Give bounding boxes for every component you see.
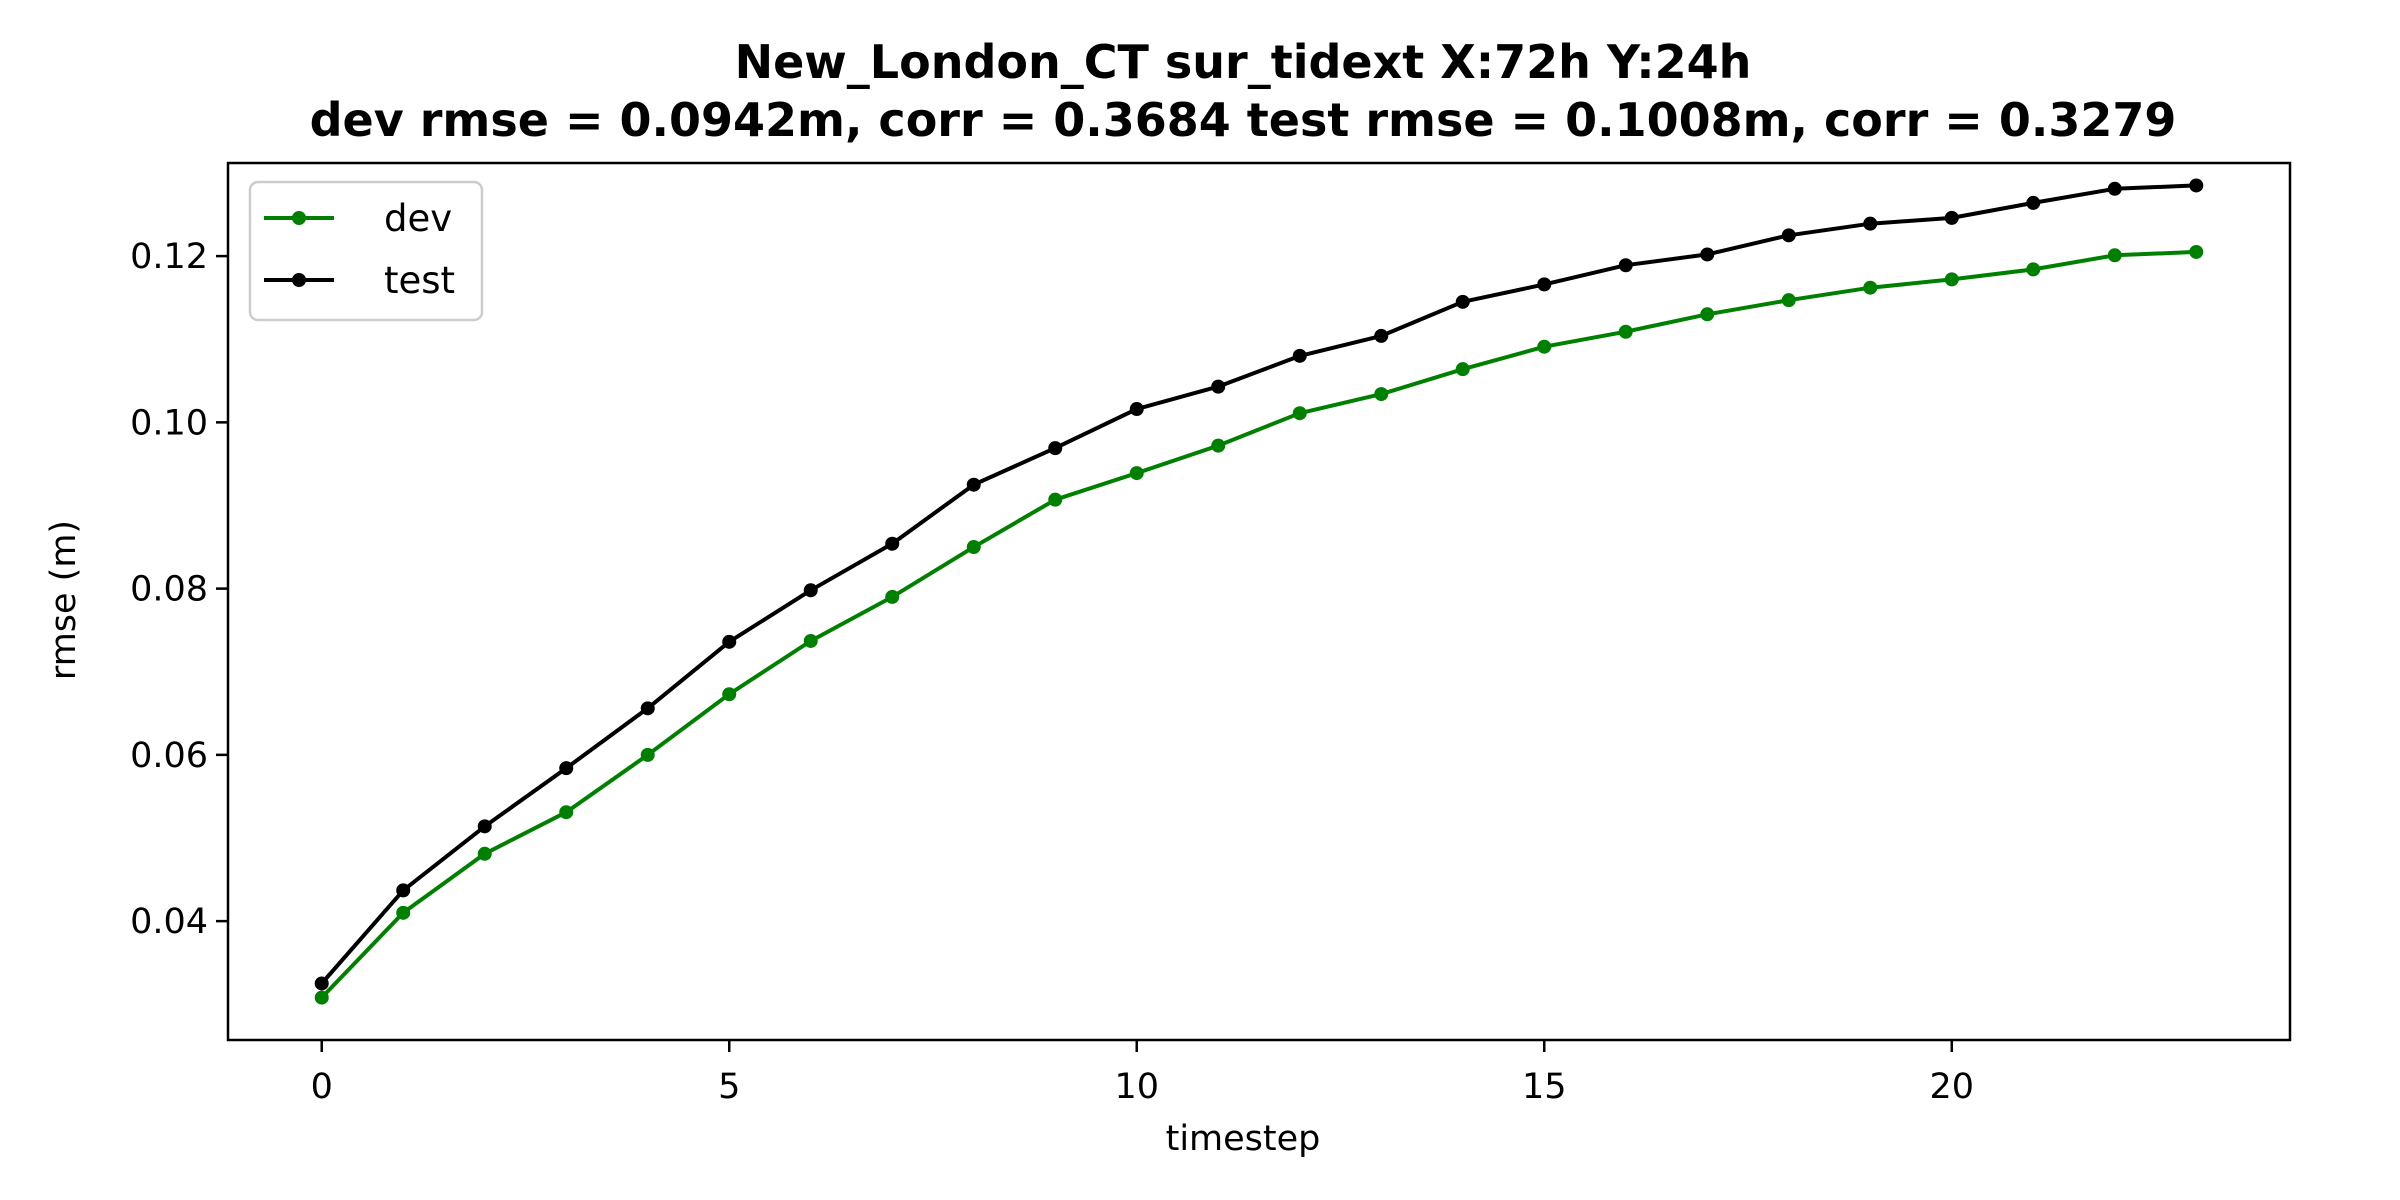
x-tick-label: 0 <box>311 1067 333 1107</box>
data-point-test <box>1455 294 1470 309</box>
data-point-test <box>2026 195 2041 210</box>
data-point-dev <box>1863 280 1878 295</box>
data-point-test <box>1374 328 1389 343</box>
series-test <box>314 178 2204 991</box>
data-point-test <box>1944 210 1959 225</box>
data-point-test <box>1129 402 1144 417</box>
data-point-dev <box>1700 307 1715 322</box>
data-point-dev <box>885 589 900 604</box>
data-point-dev <box>1129 466 1144 481</box>
data-point-test <box>1618 258 1633 273</box>
x-tick-label: 15 <box>1522 1067 1567 1107</box>
x-tick-label: 5 <box>718 1067 740 1107</box>
data-point-dev <box>722 687 737 702</box>
data-point-test <box>314 976 329 991</box>
y-axis: 0.04 0.06 0.08 0.10 0.12 <box>130 237 228 942</box>
data-point-dev <box>2026 262 2041 277</box>
data-point-test <box>559 761 574 776</box>
x-axis: 0 5 10 15 20 <box>311 1040 1974 1107</box>
data-point-dev <box>1292 406 1307 421</box>
data-point-test <box>722 634 737 649</box>
data-point-test <box>1781 228 1796 243</box>
data-point-dev <box>1537 339 1552 354</box>
data-point-test <box>640 701 655 716</box>
data-point-dev <box>640 747 655 762</box>
data-point-dev <box>396 905 411 920</box>
data-point-test <box>966 477 981 492</box>
data-point-test <box>885 536 900 551</box>
data-point-test <box>2189 178 2204 193</box>
series-dev <box>314 244 2204 1005</box>
legend-label-test: test <box>384 259 455 302</box>
data-point-test <box>396 883 411 898</box>
data-point-dev <box>1455 362 1470 377</box>
data-point-test <box>803 583 818 598</box>
data-point-dev <box>1048 492 1063 507</box>
x-tick-label: 10 <box>1114 1067 1159 1107</box>
data-point-dev <box>477 846 492 861</box>
data-point-test <box>1292 348 1307 363</box>
series-line-dev <box>320 249 2197 999</box>
data-point-dev <box>559 805 574 820</box>
data-point-dev <box>314 990 329 1005</box>
data-point-test <box>2107 181 2122 196</box>
plot-area <box>314 178 2204 1005</box>
data-point-test <box>477 819 492 834</box>
data-point-dev <box>1374 387 1389 402</box>
data-point-test <box>1700 247 1715 262</box>
data-point-test <box>1537 277 1552 292</box>
plot-frame <box>226 161 2292 1042</box>
data-point-test <box>1863 216 1878 231</box>
legend-label-dev: dev <box>384 197 452 240</box>
legend: dev test <box>248 180 484 322</box>
legend-marker-dev <box>292 211 306 225</box>
y-axis-label: rmse (m) <box>44 520 84 680</box>
y-tick-label: 0.06 <box>130 736 208 776</box>
data-point-test <box>1211 379 1226 394</box>
data-point-dev <box>803 633 818 648</box>
chart-title: New_London_CT sur_tidext X:72h Y:24h <box>735 35 1752 89</box>
data-point-dev <box>1944 272 1959 287</box>
data-point-dev <box>2107 248 2122 263</box>
y-tick-label: 0.08 <box>130 570 208 610</box>
data-point-dev <box>966 540 981 555</box>
chart-subtitle: dev rmse = 0.0942m, corr = 0.3684 test r… <box>310 93 2177 147</box>
data-point-dev <box>1211 438 1226 453</box>
legend-marker-test <box>292 273 306 287</box>
data-point-dev <box>2189 244 2204 259</box>
x-axis-label: timestep <box>1166 1119 1321 1159</box>
y-tick-label: 0.04 <box>130 902 208 942</box>
y-tick-label: 0.12 <box>130 237 208 277</box>
y-tick-label: 0.10 <box>130 403 208 443</box>
data-point-test <box>1048 441 1063 456</box>
x-tick-label: 20 <box>1929 1067 1974 1107</box>
data-point-dev <box>1618 324 1633 339</box>
data-point-dev <box>1781 293 1796 308</box>
series-line-test <box>320 183 2197 985</box>
